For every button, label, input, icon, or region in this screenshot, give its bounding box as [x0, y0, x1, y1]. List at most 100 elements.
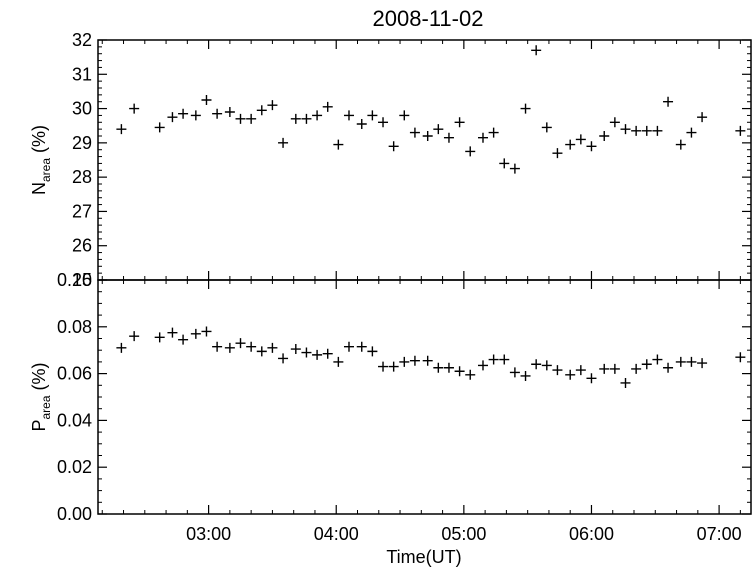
- bottom-data-point: [531, 359, 542, 370]
- bottom-y-tick-label: 0.02: [57, 457, 92, 477]
- top-data-point: [631, 125, 642, 136]
- bottom-y-tick-label: 0.04: [57, 410, 92, 430]
- top-data-point: [201, 95, 212, 105]
- top-data-point: [422, 131, 433, 141]
- bottom-data-point: [465, 369, 476, 380]
- top-data-point: [599, 131, 610, 141]
- top-data-point: [565, 139, 576, 150]
- top-data-point: [278, 137, 289, 148]
- bottom-data-point: [312, 349, 323, 360]
- bottom-y-axis-label-suffix: (%): [29, 362, 49, 395]
- top-data-point: [454, 117, 465, 128]
- top-data-point: [443, 132, 454, 143]
- top-data-point: [356, 119, 367, 129]
- top-data-point: [301, 113, 312, 124]
- top-data-point: [465, 146, 476, 157]
- bottom-y-tick-label: 0.08: [57, 317, 92, 337]
- bottom-data-point: [201, 326, 212, 337]
- bottom-data-point: [116, 342, 127, 353]
- bottom-y-axis-label-sub: area: [39, 395, 53, 419]
- bottom-data-point: [224, 342, 235, 353]
- top-y-axis-label-suffix: (%): [29, 125, 49, 158]
- top-y-tick-label: 28: [72, 167, 92, 187]
- bottom-data-point: [388, 361, 399, 372]
- top-data-point: [154, 122, 165, 133]
- bottom-data-point: [520, 370, 531, 381]
- bottom-data-point: [575, 365, 586, 376]
- bottom-data-point: [278, 353, 289, 364]
- bottom-data-point: [652, 354, 663, 365]
- top-data-point: [129, 103, 140, 114]
- top-data-point: [531, 45, 542, 56]
- bottom-data-point: [454, 366, 465, 377]
- top-y-axis-label-main: N: [29, 182, 49, 195]
- bottom-data-point: [167, 327, 178, 338]
- top-data-point: [609, 117, 620, 128]
- bottom-data-point: [129, 331, 140, 342]
- bottom-y-tick-label: 0.10: [57, 270, 92, 290]
- top-data-point: [235, 113, 246, 124]
- top-data-point: [575, 134, 586, 145]
- top-y-tick-label: 32: [72, 30, 92, 50]
- bottom-data-point: [675, 356, 686, 367]
- top-y-axis-label: Narea (%): [29, 125, 53, 195]
- bottom-data-point: [609, 363, 620, 374]
- top-data-point: [641, 125, 652, 136]
- top-data-point: [256, 105, 267, 116]
- top-data-point: [167, 112, 178, 123]
- top-data-point: [541, 122, 552, 133]
- top-data-point: [488, 127, 499, 138]
- bottom-data-point: [343, 341, 354, 352]
- top-data-point: [735, 125, 746, 136]
- top-data-point: [116, 124, 127, 135]
- bottom-y-axis-label: Parea (%): [29, 362, 53, 431]
- top-data-point: [652, 125, 663, 136]
- top-data-point: [433, 124, 444, 135]
- x-axis-label: Time(UT): [386, 547, 461, 567]
- top-data-point: [312, 110, 323, 121]
- top-data-point: [663, 96, 674, 107]
- bottom-data-point: [552, 365, 563, 376]
- top-y-tick-label: 26: [72, 236, 92, 256]
- top-data-point: [190, 110, 201, 121]
- top-data-point: [409, 127, 420, 138]
- bottom-data-point: [565, 369, 576, 380]
- top-y-axis-label-sub: area: [39, 158, 53, 182]
- bottom-data-point: [499, 354, 510, 365]
- bottom-data-point: [154, 332, 165, 343]
- top-data-point: [675, 139, 686, 150]
- bottom-data-point: [378, 361, 389, 372]
- bottom-panel-frame: [97, 279, 752, 515]
- top-data-point: [212, 108, 223, 119]
- bottom-data-point: [541, 360, 552, 371]
- top-data-point: [520, 103, 531, 114]
- top-data-point: [388, 141, 399, 152]
- bottom-data-point: [301, 347, 312, 358]
- bottom-data-point: [290, 344, 301, 355]
- x-tick-label: 03:00: [186, 524, 231, 544]
- top-panel-frame: [97, 39, 752, 281]
- top-data-point: [399, 110, 410, 121]
- bottom-data-point: [422, 355, 433, 366]
- bottom-data-point: [333, 356, 344, 367]
- bottom-data-point: [235, 338, 246, 349]
- x-tick-label: 06:00: [569, 524, 614, 544]
- bottom-y-tick-label: 0.00: [57, 504, 92, 524]
- bottom-data-point: [620, 377, 631, 388]
- top-data-point: [697, 112, 708, 123]
- bottom-data-point: [697, 358, 708, 369]
- top-data-point: [586, 141, 597, 152]
- bottom-y-tick-label: 0.06: [57, 364, 92, 384]
- top-data-point: [224, 107, 235, 117]
- x-tick-label: 05:00: [441, 524, 486, 544]
- bottom-data-point: [267, 342, 278, 353]
- bottom-data-point: [631, 363, 642, 374]
- top-data-point: [290, 113, 301, 124]
- bottom-data-point: [190, 328, 201, 339]
- top-data-point: [267, 100, 278, 111]
- bottom-data-point: [443, 362, 454, 373]
- top-data-point: [378, 117, 389, 128]
- chart-marks: 25 26 27 28 29 30 31 32 0.00 0.02 0.04 0.06 0.08 0.10…: [57, 30, 751, 544]
